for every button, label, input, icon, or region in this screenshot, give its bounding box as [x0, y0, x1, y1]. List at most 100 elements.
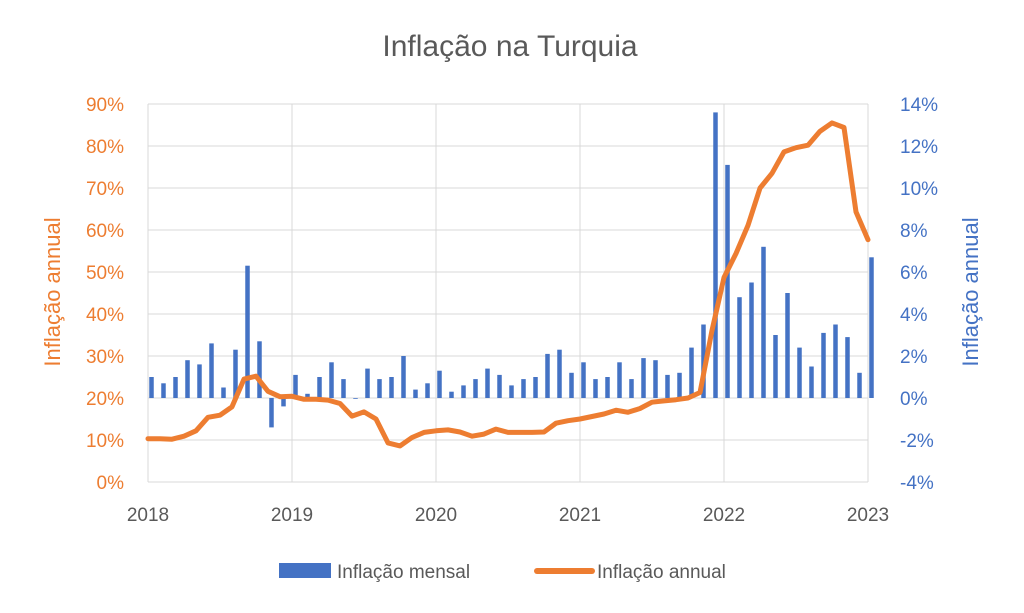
bar-mensal: [245, 265, 250, 398]
bar-mensal: [581, 362, 586, 398]
bar-mensal: [485, 368, 490, 398]
legend-label-annual: Inflação annual: [597, 562, 726, 583]
bar-mensal: [557, 349, 562, 398]
bar-mensal: [209, 343, 214, 398]
right-axis-ticks: -4% -2% 0% 2% 4% 6% 8% 10% 12% 14%: [900, 95, 938, 494]
chart-title: Inflação na Turquia: [382, 30, 637, 63]
annual-line: [145, 120, 871, 449]
bar-mensal: [533, 377, 538, 398]
right-tick-label: 12%: [900, 137, 938, 158]
bar-mensal: [773, 335, 778, 398]
bar-mensal: [341, 379, 346, 398]
x-axis-ticks: 2018 2019 2020 2021 2022 2023: [127, 505, 889, 526]
right-tick-label: 2%: [900, 347, 928, 368]
x-tick-label: 2022: [703, 505, 745, 526]
bar-mensal: [749, 282, 754, 398]
bar-mensal: [305, 393, 310, 398]
right-tick-label: 14%: [900, 95, 938, 116]
bar-mensal: [497, 374, 502, 398]
bar-mensal: [149, 377, 154, 398]
bar-mensal: [449, 391, 454, 398]
x-tick-label: 2018: [127, 505, 169, 526]
bar-mensal: [869, 257, 874, 398]
bar-mensal: [845, 337, 850, 398]
x-tick-label: 2019: [271, 505, 313, 526]
bar-mensal: [797, 347, 802, 398]
bar-mensal: [269, 398, 274, 428]
right-tick-label: 8%: [900, 221, 928, 242]
bar-mensal: [413, 389, 418, 398]
bar-mensal: [713, 112, 718, 399]
bar-mensal: [677, 372, 682, 398]
x-tick-label: 2021: [559, 505, 601, 526]
bar-mensal: [233, 349, 238, 398]
bar-mensal: [857, 372, 862, 398]
left-axis-ticks: 0% 10% 20% 30% 40% 50% 60% 70% 80% 90%: [86, 95, 124, 494]
bar-mensal: [521, 379, 526, 398]
bar-mensal: [281, 398, 286, 407]
bar-mensal: [197, 364, 202, 398]
bar-mensal: [761, 246, 766, 398]
right-tick-label: -4%: [900, 473, 934, 494]
bar-mensal: [809, 366, 814, 398]
left-tick-label: 90%: [86, 95, 124, 116]
bar-mensal: [665, 374, 670, 398]
bar-mensal: [389, 377, 394, 398]
right-tick-label: 10%: [900, 179, 938, 200]
bar-mensal: [437, 370, 442, 398]
bar-mensal: [425, 383, 430, 398]
left-axis-title: Inflação annual: [40, 217, 65, 366]
bar-mensal: [833, 324, 838, 398]
left-tick-label: 80%: [86, 137, 124, 158]
bar-mensal: [509, 385, 514, 398]
monthly-bars: [149, 112, 874, 428]
bar-mensal: [461, 385, 466, 398]
left-tick-label: 60%: [86, 221, 124, 242]
x-tick-label: 2023: [847, 505, 889, 526]
left-tick-label: 0%: [97, 473, 125, 494]
bar-mensal: [401, 356, 406, 398]
bar-mensal: [617, 362, 622, 398]
bar-mensal: [221, 387, 226, 398]
right-tick-label: 6%: [900, 263, 928, 284]
bar-mensal: [317, 377, 322, 398]
left-tick-label: 50%: [86, 263, 124, 284]
right-tick-label: -2%: [900, 431, 934, 452]
bar-mensal: [605, 377, 610, 398]
bar-mensal: [725, 164, 730, 398]
right-tick-label: 0%: [900, 389, 928, 410]
bar-mensal: [785, 293, 790, 398]
bar-mensal: [593, 379, 598, 398]
bar-mensal: [185, 360, 190, 398]
bar-mensal: [173, 377, 178, 398]
left-tick-label: 10%: [86, 431, 124, 452]
legend: Inflação mensal Inflação annual: [279, 562, 726, 583]
line-annual: [145, 120, 871, 449]
bar-mensal: [257, 341, 262, 398]
bar-mensal: [689, 347, 694, 398]
left-tick-label: 30%: [86, 347, 124, 368]
legend-swatch-monthly: [279, 563, 331, 578]
bar-mensal: [365, 368, 370, 398]
gridlines: [147, 103, 869, 483]
right-axis-title: Inflação annual: [958, 217, 983, 366]
bar-mensal: [821, 332, 826, 398]
right-tick-label: 4%: [900, 305, 928, 326]
bar-mensal: [569, 372, 574, 398]
bar-mensal: [473, 379, 478, 398]
bar-mensal: [545, 353, 550, 398]
bar-mensal: [629, 379, 634, 398]
bar-mensal: [329, 362, 334, 398]
bar-mensal: [353, 398, 358, 399]
left-tick-label: 20%: [86, 389, 124, 410]
x-tick-label: 2020: [415, 505, 457, 526]
bar-mensal: [737, 297, 742, 398]
bar-mensal: [653, 360, 658, 398]
left-tick-label: 40%: [86, 305, 124, 326]
bar-mensal: [161, 383, 166, 398]
bar-mensal: [377, 379, 382, 398]
legend-label-monthly: Inflação mensal: [337, 562, 470, 583]
bar-mensal: [293, 374, 298, 398]
left-tick-label: 70%: [86, 179, 124, 200]
